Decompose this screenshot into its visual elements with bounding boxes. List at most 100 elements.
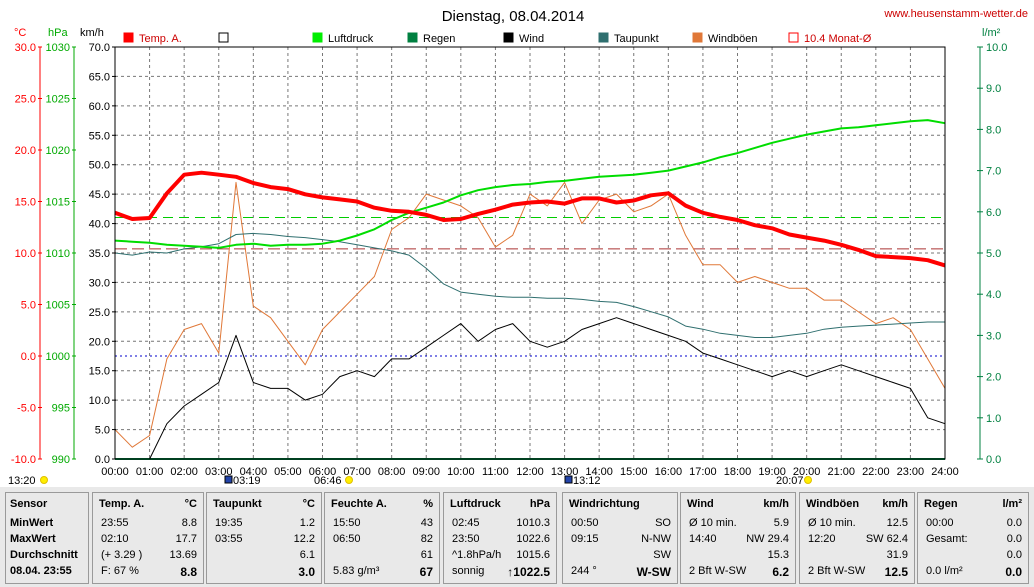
tick-label-temp: 25.0 bbox=[15, 94, 36, 106]
cell-value: 12.5 bbox=[884, 565, 908, 579]
time-marker-label: 06:46 bbox=[314, 475, 342, 487]
cell-time: 244 ° bbox=[571, 565, 597, 577]
row-label: Durchschnitt bbox=[10, 549, 78, 561]
cell-value: 82 bbox=[420, 533, 433, 545]
unit-label-hpa: hPa bbox=[48, 27, 68, 39]
unit-label-rain: l/m² bbox=[982, 27, 1001, 39]
legend-swatch bbox=[123, 32, 134, 43]
tick-label-rain: 10.0 bbox=[986, 42, 1007, 54]
tick-label-kmh: 50.0 bbox=[89, 160, 110, 172]
cell-time: 09:15 bbox=[571, 533, 599, 545]
tick-label-rain: 5.0 bbox=[986, 248, 1001, 260]
series-line-windb-en bbox=[114, 181, 946, 448]
tick-label-time: 24:00 bbox=[931, 466, 959, 478]
cell-time: F: 67 % bbox=[101, 565, 139, 577]
cell-time: 03:55 bbox=[215, 533, 243, 545]
col-title: Wind bbox=[687, 498, 714, 510]
time-marker-label: 03:19 bbox=[233, 475, 261, 487]
cell-value: 3.0 bbox=[298, 565, 315, 579]
tick-label-time: 12:00 bbox=[516, 466, 544, 478]
cell-time: Ø 10 min. bbox=[808, 517, 856, 529]
col-temp: Temp. A. °C 23:55 8.8 02:10 17.7 (+ 3.29 ) 13.6… bbox=[92, 492, 204, 584]
time-marker-label: 20:07 bbox=[776, 475, 804, 487]
tick-label-kmh: 15.0 bbox=[89, 366, 110, 378]
tick-label-temp: -10.0 bbox=[11, 454, 36, 466]
legend-label: 10.4 Monat-Ø bbox=[804, 33, 872, 45]
cell-value: 1010.3 bbox=[516, 517, 550, 529]
col-sensor: Sensor MinWert MaxWert Durchschnitt 08.0… bbox=[5, 492, 89, 584]
row-label: MinWert bbox=[10, 517, 54, 529]
legend-swatch bbox=[312, 32, 323, 43]
summary-table: Sensor MinWert MaxWert Durchschnitt 08.0… bbox=[0, 487, 1034, 587]
row-label: MaxWert bbox=[10, 533, 56, 545]
row-label: 08.04. 23:55 bbox=[10, 565, 72, 577]
moon-icon bbox=[564, 475, 573, 484]
tick-label-rain: 6.0 bbox=[986, 207, 1001, 219]
cell-value: N-NW bbox=[641, 533, 671, 545]
tick-label-temp: -5.0 bbox=[17, 403, 36, 415]
cell-time: 2 Bft W-SW bbox=[808, 565, 866, 577]
tick-label-hpa: 995 bbox=[52, 403, 70, 415]
tick-label-time: 22:00 bbox=[862, 466, 890, 478]
tick-label-hpa: 1030 bbox=[46, 42, 70, 54]
col-unit: °C bbox=[302, 498, 315, 510]
site-link[interactable]: www.heusenstamm-wetter.de bbox=[883, 8, 1028, 20]
legend-label: Temp. A. bbox=[139, 33, 182, 45]
cell-value: SO bbox=[655, 517, 671, 529]
tick-label-time: 02:00 bbox=[170, 466, 198, 478]
tick-label-rain: 4.0 bbox=[986, 289, 1001, 301]
moon-icon bbox=[224, 475, 233, 484]
cell-value: 0.0 bbox=[1006, 533, 1022, 545]
cell-time: sonnig bbox=[452, 565, 485, 577]
legend-label: Taupunkt bbox=[614, 33, 659, 45]
col-wind: Wind km/h Ø 10 min. 5.9 14:40 NW 29.4 15.3 2 Bf… bbox=[680, 492, 796, 584]
col-title: Temp. A. bbox=[99, 498, 145, 510]
cell-time: 02:10 bbox=[101, 533, 129, 545]
tick-label-hpa: 1000 bbox=[46, 351, 70, 363]
legend-label: Windböen bbox=[708, 33, 758, 45]
col-dir: Windrichtung 00:50 SO 09:15 N-NW SW 244 ° W-SW bbox=[562, 492, 678, 584]
tick-label-time: 07:00 bbox=[343, 466, 371, 478]
col-hum: Feuchte A.% 15:50 43 06:50 82 61 5.83 g/m³ 67 bbox=[324, 492, 440, 584]
sun-icon bbox=[804, 476, 812, 484]
sun-icon bbox=[345, 476, 353, 484]
unit-label-temp: °C bbox=[14, 27, 26, 39]
tick-label-kmh: 40.0 bbox=[89, 219, 110, 231]
col-press: Luftdruck hPa 02:45 1010.3 23:50 1022.6 ^1.8hP… bbox=[443, 492, 557, 584]
tick-label-temp: 20.0 bbox=[15, 145, 36, 157]
cell-time: 00:50 bbox=[571, 517, 599, 529]
col-title: Windrichtung bbox=[569, 498, 640, 510]
weather-chart: 30.0 25.0 20.0 15.0 10.0 5.0 0.0 -5.0 -10.0 1030 1… bbox=[8, 8, 1028, 487]
legend-swatch bbox=[692, 32, 703, 43]
cell-value: 31.9 bbox=[886, 549, 908, 561]
col-title: Sensor bbox=[10, 498, 48, 510]
cell-value: 6.1 bbox=[299, 549, 315, 561]
tick-label-kmh: 10.0 bbox=[89, 395, 110, 407]
cell-time: 0.0 l/m² bbox=[926, 565, 963, 577]
cell-value: 15.3 bbox=[767, 549, 789, 561]
tick-label-time: 00:00 bbox=[101, 466, 129, 478]
tick-label-hpa: 1010 bbox=[46, 248, 70, 260]
cell-time: ^1.8hPa/h bbox=[452, 549, 502, 561]
tick-label-temp: 10.0 bbox=[15, 248, 36, 260]
tick-label-rain: 7.0 bbox=[986, 166, 1001, 178]
col-title: Regen bbox=[924, 498, 958, 510]
tick-label-time: 18:00 bbox=[724, 466, 752, 478]
tick-label-hpa: 1005 bbox=[46, 300, 70, 312]
chart-title: Dienstag, 08.04.2014 bbox=[442, 8, 585, 25]
cell-value: SW 62.4 bbox=[865, 533, 908, 545]
tick-label-kmh: 5.0 bbox=[95, 425, 110, 437]
tick-label-hpa: 1020 bbox=[46, 145, 70, 157]
cell-time: Ø 10 min. bbox=[689, 517, 737, 529]
cell-value: 5.9 bbox=[773, 517, 789, 529]
tick-label-time: 15:00 bbox=[620, 466, 648, 478]
cell-value: 8.8 bbox=[180, 565, 197, 579]
col-title: Taupunkt bbox=[213, 498, 262, 510]
tick-label-rain: 0.0 bbox=[986, 454, 1001, 466]
cell-time: 15:50 bbox=[333, 517, 361, 529]
legend: Temp. A. Luftdruck Regen Wind Taupunkt Windbö… bbox=[123, 32, 872, 45]
tick-label-temp: 15.0 bbox=[15, 197, 36, 209]
cell-value: 12.5 bbox=[886, 517, 908, 529]
axes: 30.0 25.0 20.0 15.0 10.0 5.0 0.0 -5.0 -10.0 1030 1… bbox=[11, 42, 1008, 478]
cell-value: 43 bbox=[420, 517, 433, 529]
